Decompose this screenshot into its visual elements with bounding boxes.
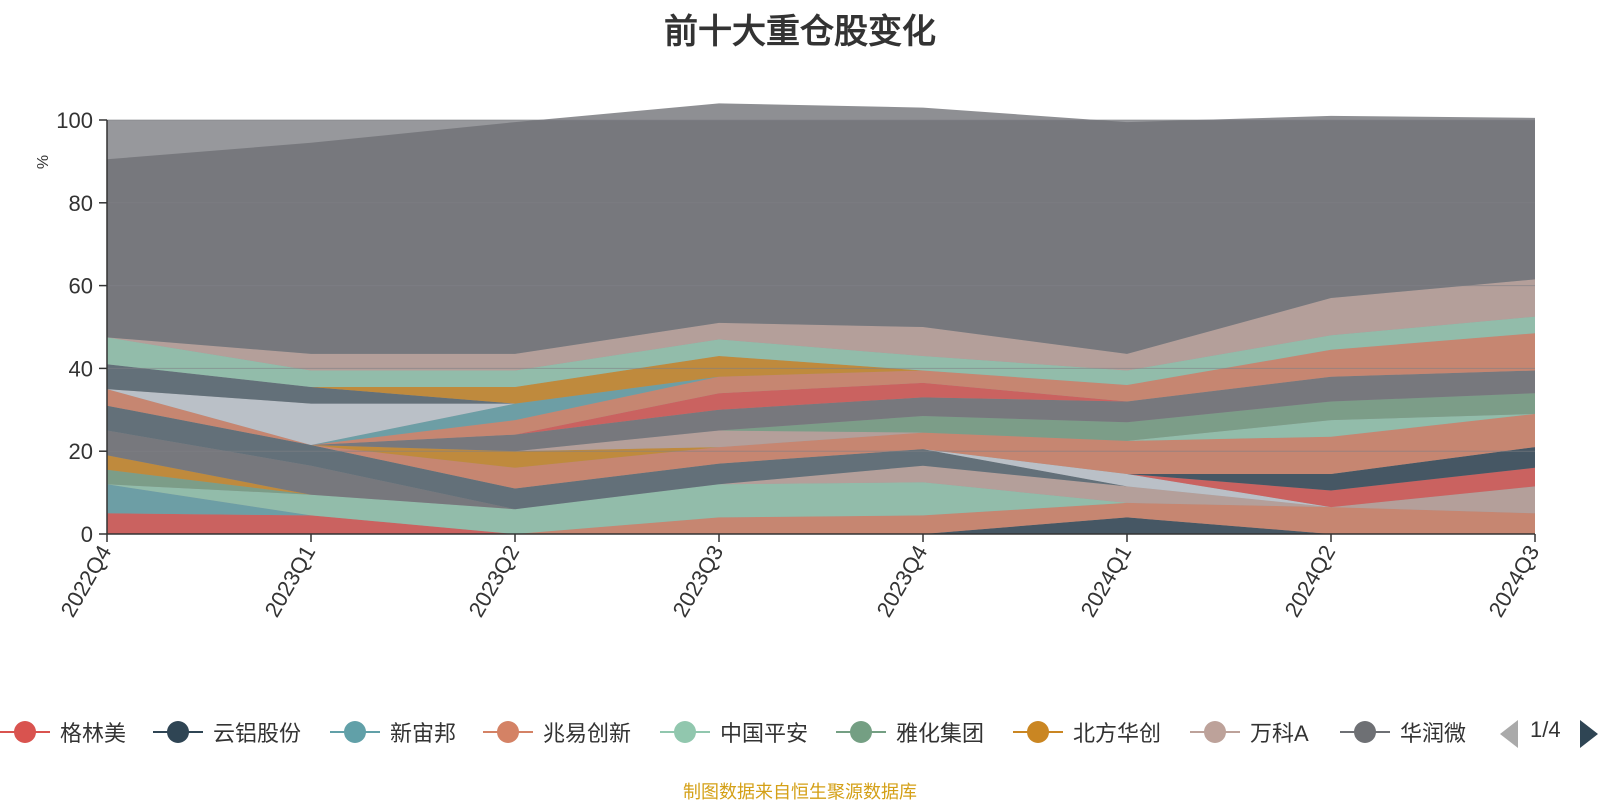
legend-label: 新宙邦 bbox=[390, 721, 457, 746]
legend-label: 雅化集团 bbox=[896, 721, 985, 746]
x-tick-label: 2024Q1 bbox=[1076, 541, 1137, 621]
y-tick-label: 40 bbox=[69, 356, 93, 381]
y-axis-unit-label: % bbox=[35, 155, 52, 169]
area-series-万科A bbox=[107, 455, 1535, 514]
area-series-23 bbox=[107, 333, 1535, 404]
legend-label: 万科A bbox=[1250, 721, 1309, 746]
legend-swatch-icon bbox=[660, 712, 710, 752]
y-tick-label: 80 bbox=[69, 191, 93, 216]
area-series-兆易创新 bbox=[107, 484, 1535, 534]
legend-label: 北方华创 bbox=[1073, 721, 1162, 746]
chart-legend: 格林美 云铝股份 新宙邦 兆易创新 中国平安 雅化集团 北方华创 万科A 华润微 bbox=[0, 712, 1600, 752]
legend-item[interactable]: 中国平安 bbox=[660, 712, 808, 752]
legend-prev-page-arrow-icon[interactable] bbox=[1500, 720, 1518, 748]
legend-item[interactable]: 华润微 bbox=[1340, 712, 1466, 752]
area-series-13 bbox=[107, 405, 1535, 489]
area-series-25 bbox=[107, 316, 1535, 387]
legend-item[interactable]: 万科A bbox=[1190, 712, 1309, 752]
x-tick-label: 2024Q2 bbox=[1280, 541, 1341, 621]
area-series-中国平安 bbox=[107, 482, 1535, 534]
y-tick-label: 0 bbox=[81, 522, 93, 547]
area-series-云铝股份 bbox=[107, 513, 1535, 534]
y-tick-label: 100 bbox=[56, 108, 93, 133]
x-tick-label: 2022Q4 bbox=[56, 541, 117, 621]
legend-item[interactable]: 格林美 bbox=[0, 712, 126, 752]
x-tick-label: 2023Q2 bbox=[464, 541, 525, 621]
area-series-18 bbox=[107, 370, 1535, 452]
x-tick-label: 2023Q3 bbox=[668, 541, 729, 621]
legend-swatch-icon bbox=[836, 712, 886, 752]
x-tick-label: 2023Q1 bbox=[260, 541, 321, 621]
legend-swatch-icon bbox=[483, 712, 533, 752]
area-series-格林美 bbox=[107, 513, 1535, 534]
area-series-11 bbox=[107, 405, 1535, 508]
legend-swatch-icon bbox=[0, 712, 50, 752]
y-tick-label: 60 bbox=[69, 274, 93, 299]
area-series-12 bbox=[107, 405, 1535, 491]
legend-item[interactable]: 雅化集团 bbox=[836, 712, 984, 752]
legend-next-page-arrow-icon[interactable] bbox=[1580, 720, 1598, 748]
stacked-area-chart: 0 20 40 60 80 100 2022Q4 2023Q1 2023Q2 2023Q3 2023… bbox=[35, 103, 1545, 621]
legend-item[interactable]: 北方华创 bbox=[1013, 712, 1161, 752]
chart-title: 前十大重仓股变化 bbox=[664, 13, 936, 51]
data-source-note: 制图数据来自恒生聚源数据库 bbox=[683, 782, 917, 802]
legend-swatch-icon bbox=[153, 712, 203, 752]
legend-page-indicator: 1/4 bbox=[1530, 717, 1561, 742]
x-tick-label: 2024Q3 bbox=[1484, 541, 1545, 621]
area-series-14 bbox=[107, 405, 1535, 468]
legend-swatch-icon bbox=[1190, 712, 1240, 752]
area-series-21 bbox=[107, 333, 1535, 445]
area-series-15 bbox=[107, 405, 1535, 468]
legend-item[interactable]: 云铝股份 bbox=[153, 712, 301, 752]
legend-label: 云铝股份 bbox=[213, 721, 302, 746]
legend-label: 格林美 bbox=[60, 721, 127, 746]
area-series-27 bbox=[107, 103, 1535, 354]
y-tick-label: 20 bbox=[69, 439, 93, 464]
legend-item[interactable]: 新宙邦 bbox=[330, 712, 456, 752]
legend-label: 华润微 bbox=[1400, 721, 1467, 746]
area-series-17 bbox=[107, 393, 1535, 452]
legend-swatch-icon bbox=[1013, 712, 1063, 752]
area-series-layer bbox=[107, 103, 1535, 534]
x-tick-label: 2023Q4 bbox=[872, 541, 933, 621]
legend-swatch-icon bbox=[330, 712, 380, 752]
area-series-9 bbox=[107, 405, 1535, 510]
legend-label: 中国平安 bbox=[720, 721, 809, 746]
area-series-26 bbox=[107, 279, 1535, 371]
legend-swatch-icon bbox=[1340, 712, 1390, 752]
legend-label: 兆易创新 bbox=[543, 721, 632, 746]
legend-item[interactable]: 兆易创新 bbox=[483, 712, 631, 752]
